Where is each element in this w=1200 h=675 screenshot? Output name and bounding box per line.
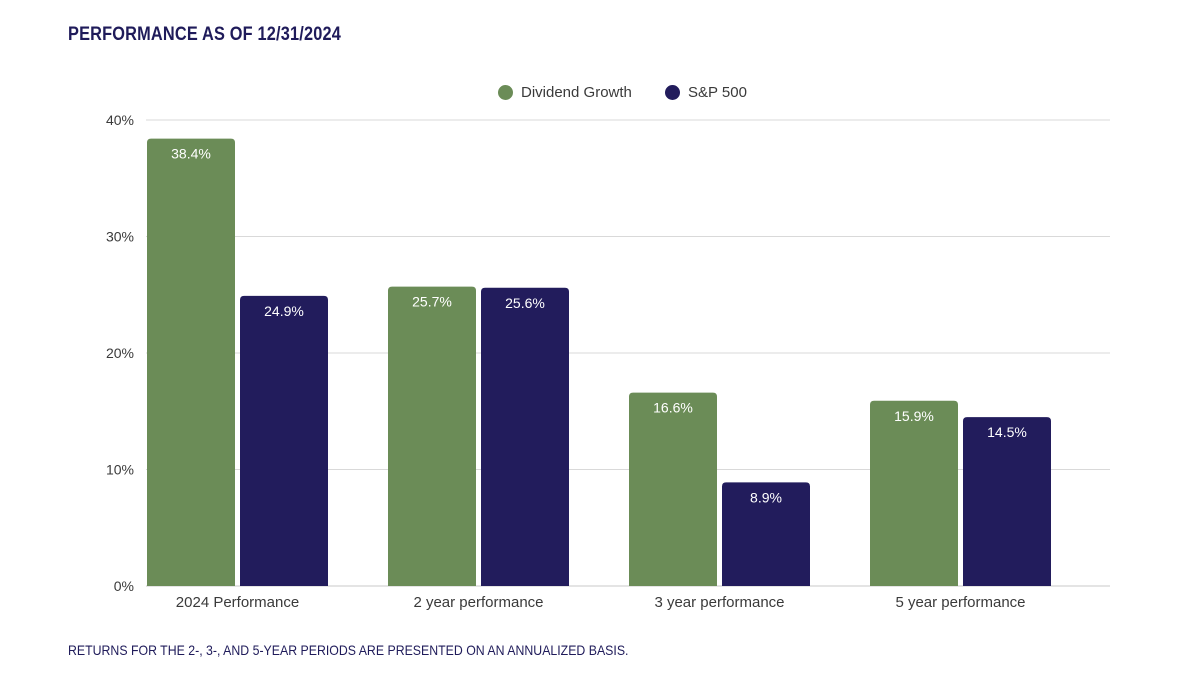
bar: [629, 392, 717, 586]
y-tick-label: 40%: [106, 112, 134, 128]
legend-item-dividend-growth: Dividend Growth: [498, 84, 632, 101]
legend-label-dividend-growth: Dividend Growth: [521, 84, 632, 101]
chart-title: PERFORMANCE AS OF 12/31/2024: [68, 24, 342, 45]
footnote: RETURNS FOR THE 2-, 3-, AND 5-YEAR PERIO…: [68, 642, 629, 658]
y-tick-label: 0%: [114, 578, 134, 594]
bar: [481, 287, 569, 586]
bar: [963, 417, 1051, 586]
y-tick-label: 30%: [106, 229, 134, 245]
data-label: 25.7%: [412, 294, 452, 310]
x-tick-label: 5 year performance: [895, 594, 1025, 611]
data-label: 16.6%: [653, 400, 693, 416]
bar-chart: 0% 10% 20% 30% 40% 38.4% 24.9% 2024 Performance…: [106, 112, 1110, 611]
y-tick-label: 20%: [106, 345, 134, 361]
data-label: 8.9%: [750, 489, 782, 505]
x-tick-label: 2 year performance: [413, 594, 543, 611]
y-tick-label: 10%: [106, 462, 134, 478]
x-tick-label: 3 year performance: [654, 594, 784, 611]
x-tick-label: 2024 Performance: [176, 594, 299, 611]
bar: [870, 400, 958, 586]
legend: Dividend Growth S&P 500: [0, 84, 1200, 104]
legend-label-sp500: S&P 500: [688, 84, 747, 101]
bar: [240, 295, 328, 586]
legend-swatch-dividend-growth: [498, 85, 513, 100]
data-label: 25.6%: [505, 295, 545, 311]
legend-item-sp500: S&P 500: [665, 84, 747, 101]
data-label: 38.4%: [171, 146, 211, 162]
bar: [147, 138, 235, 586]
legend-swatch-sp500: [665, 85, 680, 100]
bar: [388, 286, 476, 586]
data-label: 14.5%: [987, 424, 1027, 440]
data-label: 15.9%: [894, 408, 934, 424]
bar: [722, 482, 810, 586]
data-label: 24.9%: [264, 303, 304, 319]
